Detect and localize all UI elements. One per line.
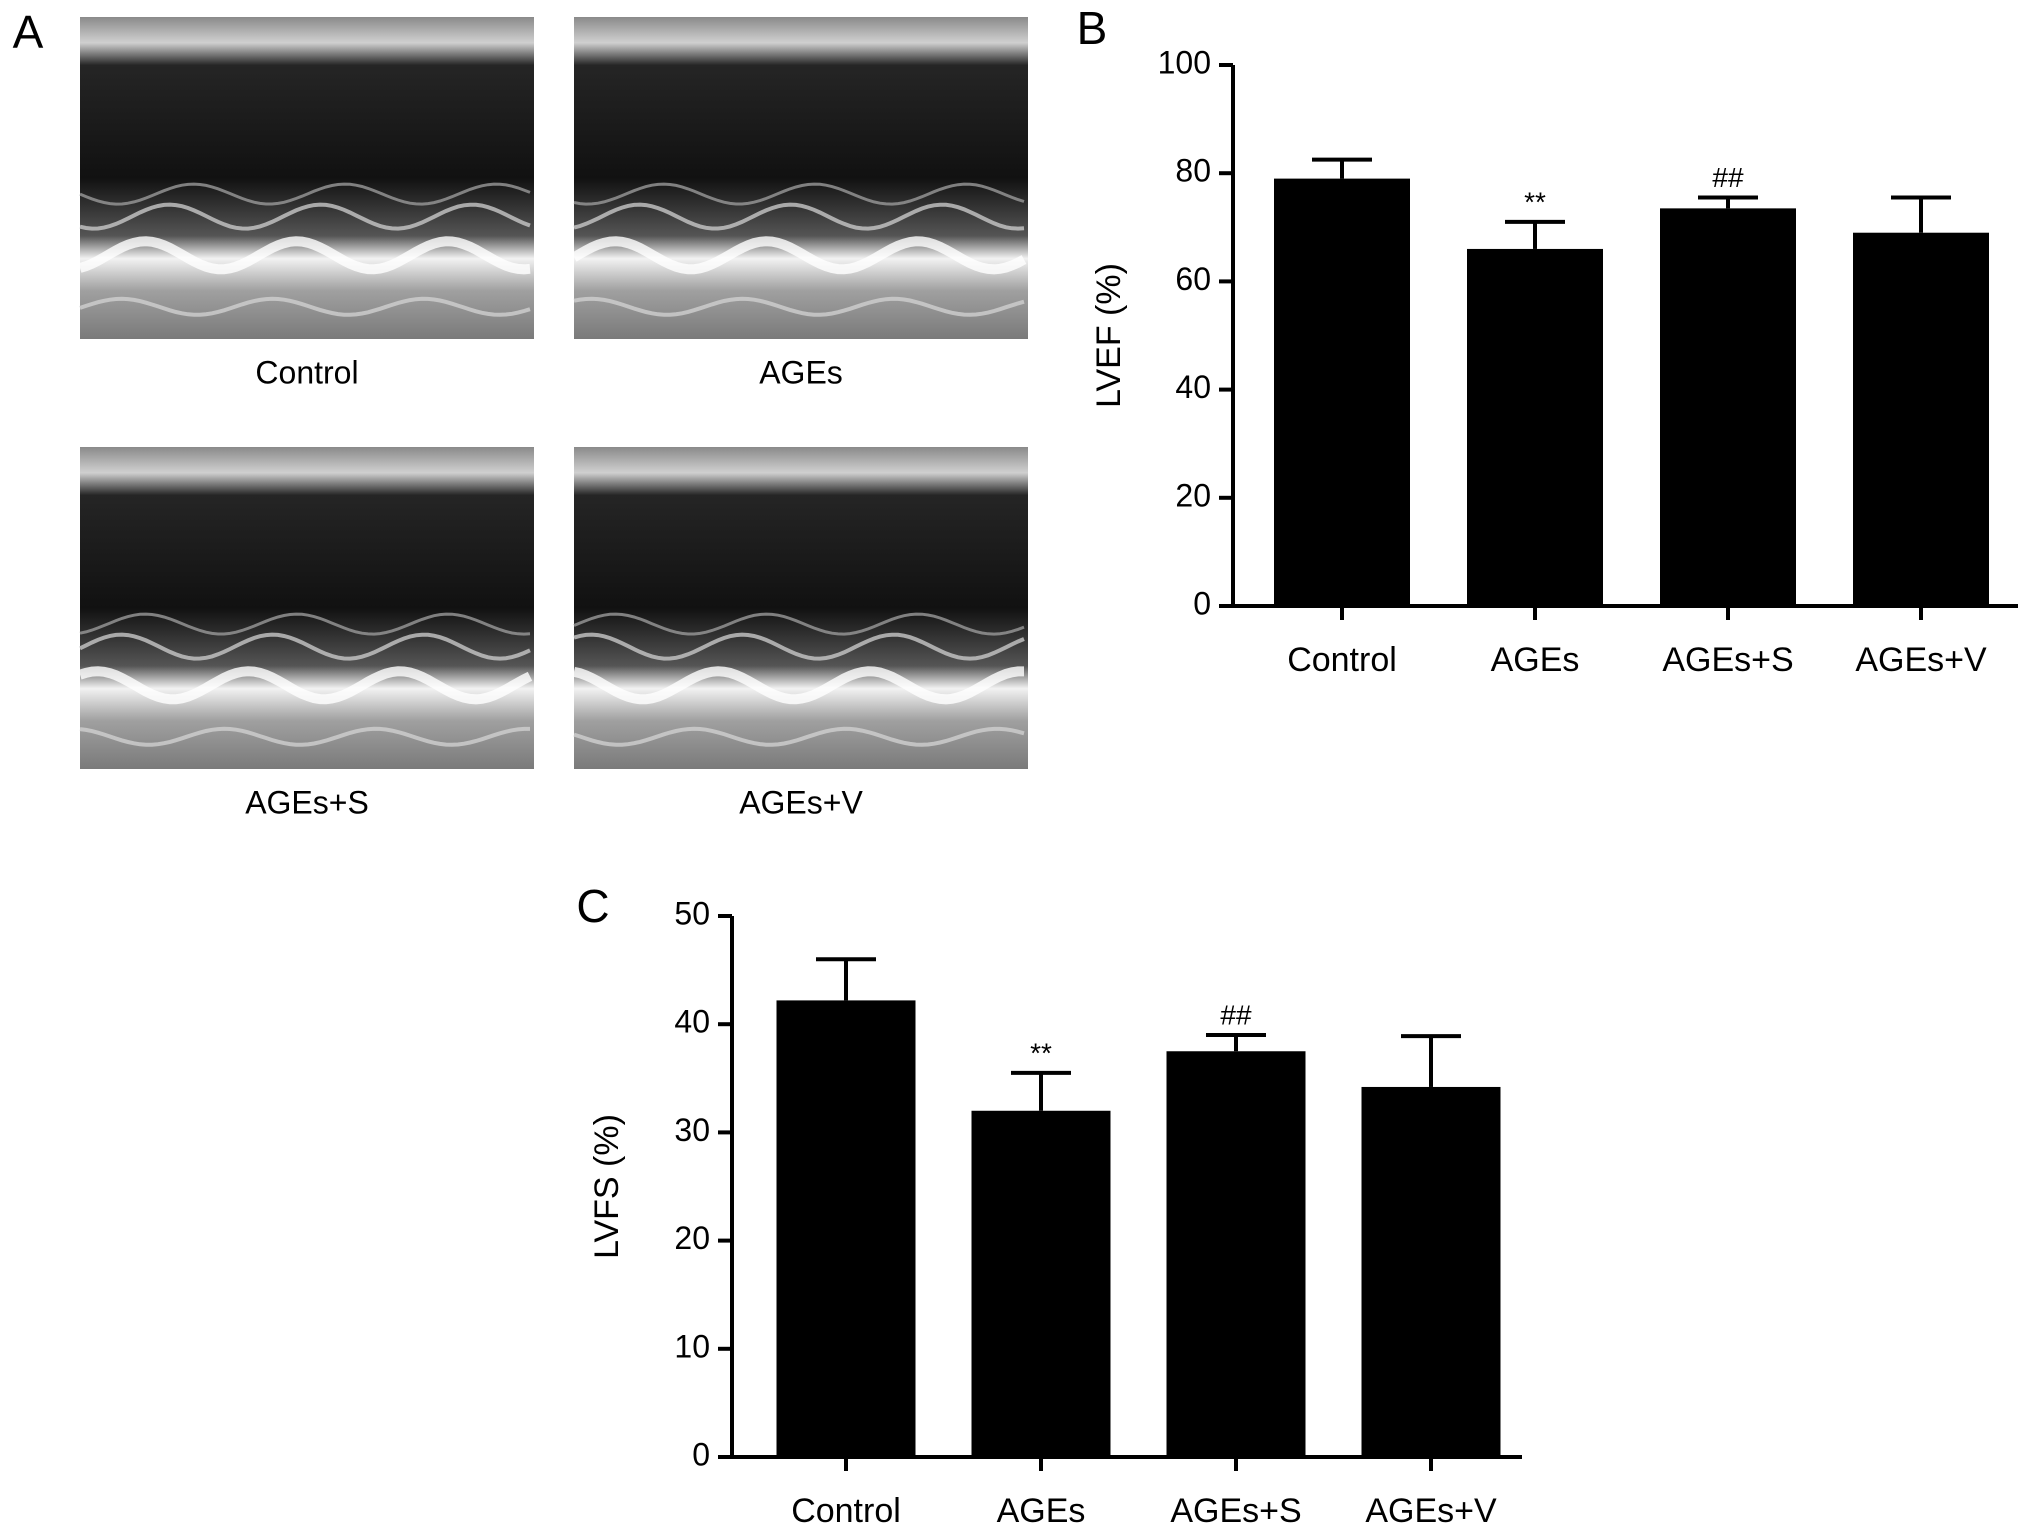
y-tick-label: 20 <box>674 1220 710 1256</box>
echo-image <box>571 17 1028 339</box>
echo-image <box>78 17 534 339</box>
bar <box>1467 248 1603 606</box>
bar <box>1660 208 1796 607</box>
x-tick-label: AGEs+V <box>1855 641 1987 679</box>
echo-wave <box>573 182 1025 206</box>
image-caption: Control <box>255 354 358 390</box>
echo-wave <box>79 632 531 661</box>
echo-background <box>80 447 534 769</box>
echo-background <box>80 17 534 339</box>
echo-background <box>574 447 1028 769</box>
echo-image <box>572 447 1028 769</box>
echo-background <box>574 17 1028 339</box>
bar <box>1361 1086 1501 1457</box>
significance-label: ## <box>1220 999 1252 1030</box>
x-tick-label: Control <box>1287 641 1397 679</box>
echo-wave <box>78 236 531 275</box>
bar <box>776 1000 916 1457</box>
image-caption: AGEs+V <box>739 784 863 820</box>
image-caption: AGEs <box>759 354 843 390</box>
echo-wave <box>79 182 531 206</box>
bar <box>1166 1051 1306 1457</box>
bar <box>971 1110 1111 1457</box>
echo-image <box>78 447 534 769</box>
echo-wave <box>573 632 1025 661</box>
echo-wave <box>79 612 531 636</box>
significance-label: ** <box>1030 1037 1052 1068</box>
x-tick-label: Control <box>791 1492 901 1530</box>
echo-wave <box>573 202 1025 231</box>
significance-label: ## <box>1712 162 1744 193</box>
bar <box>1853 232 1989 606</box>
y-tick-label: 20 <box>1175 477 1211 513</box>
echo-wave <box>571 236 1027 275</box>
echo-wave <box>79 726 530 747</box>
echo-wave <box>573 612 1025 636</box>
echo-wave <box>79 202 531 231</box>
x-tick-label: AGEs+V <box>1365 1492 1497 1530</box>
panel-label: C <box>576 880 609 932</box>
y-axis-title: LVEF (%) <box>1090 263 1128 408</box>
bar <box>1274 178 1410 607</box>
y-tick-label: 0 <box>692 1436 710 1472</box>
x-tick-label: AGEs+S <box>1170 1492 1301 1530</box>
echo-wave <box>78 666 533 705</box>
y-tick-label: 0 <box>1193 585 1211 621</box>
x-tick-label: AGEs <box>1491 641 1580 679</box>
y-tick-label: 50 <box>674 895 710 931</box>
significance-label: ** <box>1524 186 1546 217</box>
y-tick-label: 10 <box>674 1328 710 1364</box>
y-tick-label: 40 <box>1175 369 1211 405</box>
image-caption: AGEs+S <box>245 784 369 820</box>
y-tick-label: 80 <box>1175 153 1211 189</box>
echo-wave <box>572 666 1024 705</box>
y-tick-label: 100 <box>1158 44 1211 80</box>
y-axis-title: LVFS (%) <box>588 1114 626 1259</box>
x-tick-label: AGEs <box>997 1492 1086 1530</box>
y-tick-label: 30 <box>674 1112 710 1148</box>
panel-label: B <box>1077 2 1108 54</box>
y-tick-label: 60 <box>1175 261 1211 297</box>
y-tick-label: 40 <box>674 1004 710 1040</box>
panel-label: A <box>13 6 44 58</box>
x-tick-label: AGEs+S <box>1662 641 1793 679</box>
echo-wave <box>573 296 1025 317</box>
echo-wave <box>573 726 1025 747</box>
echo-wave <box>79 296 531 317</box>
